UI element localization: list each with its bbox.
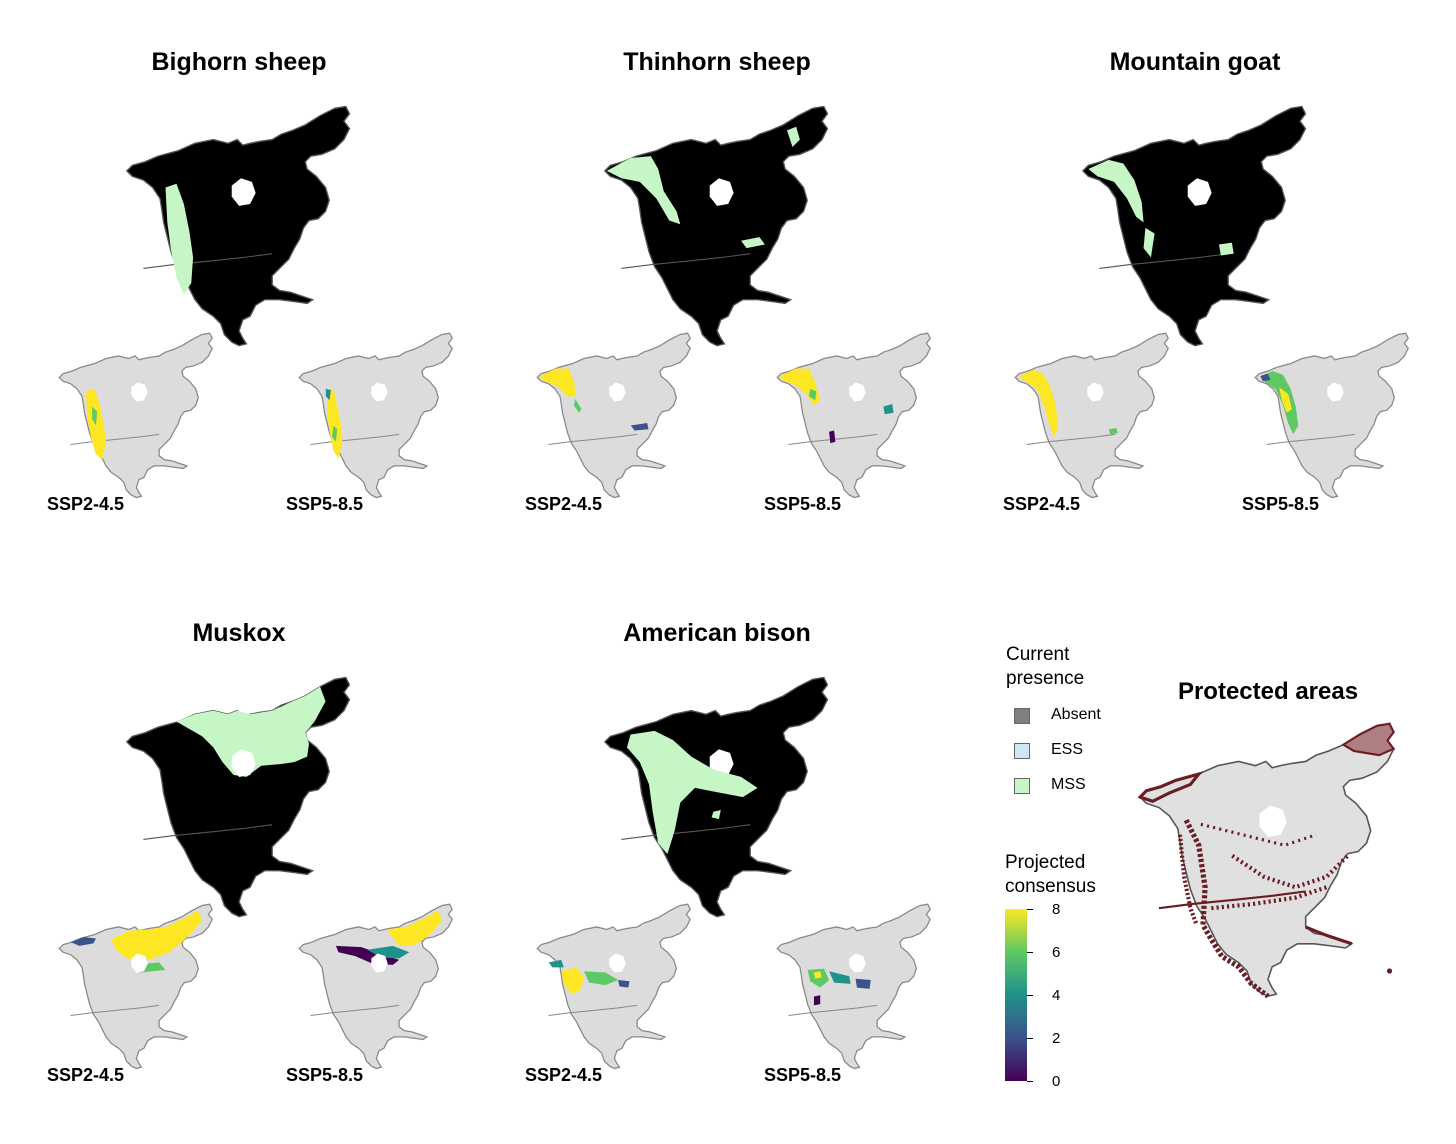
scenario-label-right: SSP5-8.5 <box>764 1065 842 1085</box>
colorbar-tick <box>1027 1081 1033 1082</box>
projection-map-ssp245 <box>536 332 691 499</box>
panel-american-bison: American bison SSP2-4.5 SSP5-8.5 <box>478 571 956 1085</box>
colorbar-tick <box>1027 909 1033 910</box>
projection-map-ssp585 <box>776 903 931 1070</box>
colorbar-tick-label-2: 2 <box>1052 1030 1061 1047</box>
legend-swatch-absent <box>1014 708 1030 724</box>
scenario-label-left: SSP2-4.5 <box>47 1065 125 1085</box>
scenario-label-right: SSP5-8.5 <box>1242 494 1320 514</box>
scenario-label-left: SSP2-4.5 <box>1003 494 1081 514</box>
panel-title: Bighorn sheep <box>151 48 327 76</box>
presence-legend-title-line1: Current <box>1006 644 1070 665</box>
projection-map-ssp245 <box>58 903 213 1070</box>
scenario-label-right: SSP5-8.5 <box>286 494 364 514</box>
panel-title: Muskox <box>192 619 286 647</box>
legend-label: MSS <box>1051 776 1086 793</box>
protected-areas-map <box>1138 722 1396 999</box>
colorbar-tick-label-8: 8 <box>1052 901 1061 918</box>
consensus-legend-title-line2: consensus <box>1005 876 1096 897</box>
panel-bighorn-sheep: Bighorn sheep SSP2-4.5 SSP5-8.5 <box>0 0 478 514</box>
legend-swatch-mss <box>1014 778 1030 794</box>
scenario-label-left: SSP2-4.5 <box>525 494 603 514</box>
current-presence-map <box>126 676 351 918</box>
panel-thinhorn-sheep: Thinhorn sheep SSP2-4.5 SSP5-8.5 <box>478 0 956 514</box>
colorbar-tick-label-4: 4 <box>1052 987 1061 1004</box>
legend-label: ESS <box>1051 741 1084 758</box>
colorbar-tick <box>1027 952 1033 953</box>
colorbar-tick <box>1027 1038 1033 1039</box>
colorbar-tick-label-0: 0 <box>1052 1073 1061 1090</box>
panel-title: Thinhorn sheep <box>623 48 811 76</box>
current-presence-map <box>604 105 829 347</box>
panel-mountain-goat: Mountain goat SSP2-4.5 SSP5-8.5 <box>956 0 1434 514</box>
consensus-colorbar <box>1005 909 1027 1081</box>
scenario-label-right: SSP5-8.5 <box>286 1065 364 1085</box>
projection-map-ssp585 <box>776 332 931 499</box>
legend-label: Absent <box>1051 706 1101 723</box>
legend-swatch-ess <box>1014 743 1030 759</box>
projection-map-ssp245 <box>1014 332 1169 499</box>
current-presence-map <box>604 676 829 918</box>
scenario-label-right: SSP5-8.5 <box>764 494 842 514</box>
scenario-label-left: SSP2-4.5 <box>525 1065 603 1085</box>
projection-map-ssp585 <box>1254 332 1409 499</box>
panel-title: American bison <box>623 619 811 647</box>
colorbar-tick-label-6: 6 <box>1052 944 1061 961</box>
legend: Current presence Absent ESS MSS Projecte… <box>1000 640 1140 1090</box>
scenario-label-left: SSP2-4.5 <box>47 494 125 514</box>
current-presence-map <box>1082 105 1307 347</box>
projection-map-ssp585 <box>298 332 453 499</box>
projection-map-ssp245 <box>536 903 691 1070</box>
panel-muskox: Muskox SSP2-4.5 SSP5-8.5 <box>0 571 478 1085</box>
projection-map-ssp245 <box>58 332 213 499</box>
colorbar-tick <box>1027 995 1033 996</box>
presence-legend-title-line2: presence <box>1006 668 1085 689</box>
current-presence-map <box>126 105 351 347</box>
projection-map-ssp585 <box>298 903 453 1070</box>
consensus-legend-title-line1: Projected <box>1005 852 1086 873</box>
protected-areas-title: Protected areas <box>1177 678 1359 705</box>
panel-title: Mountain goat <box>1109 48 1281 76</box>
